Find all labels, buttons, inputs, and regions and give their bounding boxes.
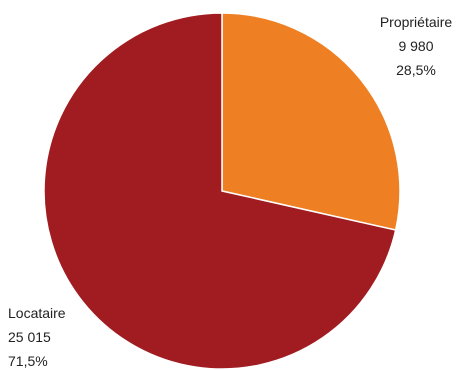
pie-slice-locataire	[43, 12, 397, 370]
label-proprietaire-name: Propriétaire	[380, 14, 453, 30]
label-proprietaire: Propriétaire 9 980 28,5%	[380, 14, 453, 78]
pie-slice-proprietaire	[221, 12, 401, 231]
label-locataire-name: Locataire	[8, 305, 66, 321]
label-locataire-value: 25 015	[8, 329, 51, 345]
label-locataire: Locataire 25 015 71,5%	[8, 305, 66, 369]
label-proprietaire-percent: 28,5%	[396, 62, 436, 78]
label-locataire-percent: 71,5%	[8, 353, 48, 369]
label-proprietaire-value: 9 980	[398, 38, 433, 54]
pie-slices	[43, 12, 401, 370]
